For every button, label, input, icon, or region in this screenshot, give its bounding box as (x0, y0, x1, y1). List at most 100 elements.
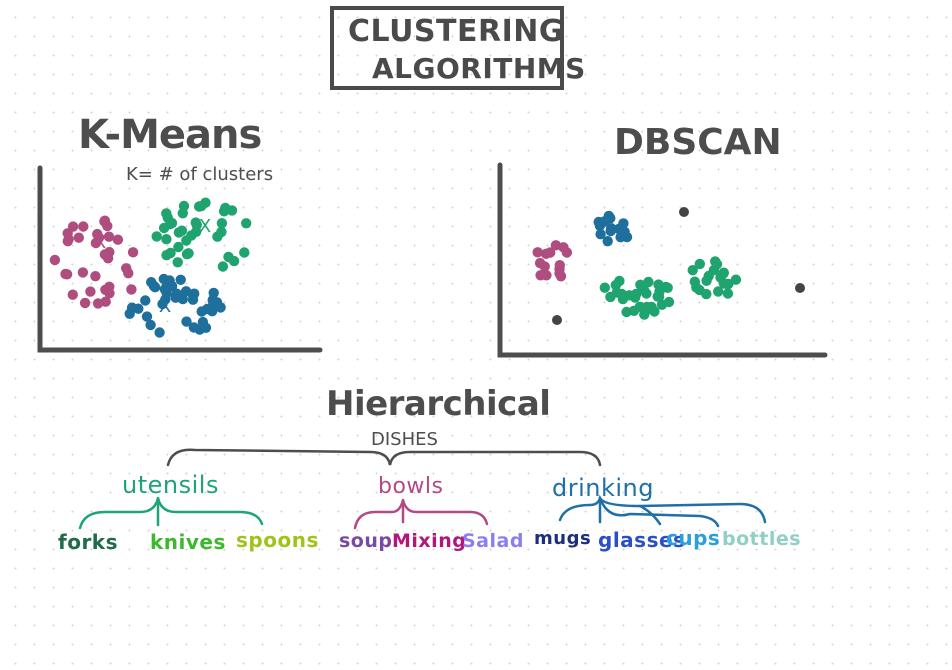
dbscan-noise-point (679, 207, 689, 217)
leaf-forks: forks (58, 530, 119, 554)
root-brace (166, 448, 602, 467)
kmeans-point-blue (200, 322, 212, 333)
dbscan-point-green (610, 279, 621, 291)
dbscan-point-blue (594, 220, 606, 231)
kmeans-point-green (217, 261, 229, 272)
dbscan-point-green (701, 275, 712, 286)
title-line-1: CLUSTERING (348, 14, 564, 49)
drinking-brace (558, 494, 767, 528)
kmeans-point-pink (49, 254, 61, 266)
dbscan-point-green (687, 265, 698, 276)
leaf-glasses: glasses (598, 528, 686, 552)
group-label-drinking: drinking (552, 474, 654, 502)
dbscan-point-pink (561, 247, 573, 258)
kmeans-point-green (186, 230, 197, 241)
dbscan-points (532, 207, 805, 325)
kmeans-point-green (239, 247, 250, 258)
kmeans-point-blue (126, 302, 138, 313)
kmeans-axes (37, 165, 323, 353)
dbscan-point-green (689, 276, 700, 287)
leaf-mixing: Mixing (392, 530, 467, 552)
kmeans-point-blue (187, 294, 199, 305)
k-note: K= # of clusters (126, 164, 274, 185)
kmeans-centroids: X X X (94, 216, 211, 317)
title-box: CLUSTERING ALGORITHMS (330, 6, 585, 90)
kmeans-point-green (241, 218, 252, 229)
kmeans-point-pink (78, 221, 89, 232)
kmeans-point-pink (63, 234, 74, 245)
dbscan-point-pink (540, 248, 552, 259)
dbscan-noise-point (552, 315, 562, 325)
leaf-spoons: spoons (236, 528, 319, 552)
kmeans-point-pink (61, 269, 73, 280)
kmeans-point-pink (103, 231, 115, 242)
kmeans-point-blue (158, 273, 169, 285)
dbscan-point-green (730, 274, 742, 285)
bowls-brace (353, 498, 489, 530)
dbscan-point-green (722, 288, 734, 299)
kmeans-point-green (161, 208, 172, 219)
kmeans-point-green (212, 231, 223, 242)
kmeans-point-green (216, 218, 228, 229)
kmeans-point-pink (79, 297, 91, 309)
kmeans-point-green (151, 231, 162, 242)
kmeans-point-green (164, 219, 176, 230)
dbscan-point-green (654, 286, 665, 297)
dbscan-title: DBSCAN (614, 122, 782, 163)
dbscan-point-green (628, 305, 640, 316)
kmeans-point-pink (73, 232, 85, 243)
kmeans-point-blue (157, 298, 168, 310)
kmeans-point-pink (92, 298, 104, 309)
kmeans-point-green (223, 251, 234, 263)
kmeans-point-green (172, 257, 183, 268)
dbscan-point-green (711, 259, 723, 270)
kmeans-title: K-Means (78, 112, 262, 158)
title-line-2: ALGORITHMS (372, 52, 586, 85)
dbscan-point-green (663, 296, 675, 308)
kmeans-point-pink (127, 247, 139, 258)
kmeans-point-pink (126, 284, 137, 295)
dbscan-point-green (713, 286, 724, 297)
dbscan-point-green (641, 301, 652, 313)
dbscan-point-green (635, 279, 646, 290)
dbscan-point-green (701, 288, 712, 300)
leaf-knives: knives (150, 530, 226, 554)
kmeans-point-green (177, 208, 188, 219)
kmeans-point-blue (188, 322, 200, 333)
kmeans-point-green (196, 200, 207, 212)
leaf-bottles: bottles (722, 528, 802, 550)
kmeans-point-blue (145, 319, 156, 331)
kmeans-point-blue (161, 287, 172, 299)
leaf-mugs: mugs (534, 528, 592, 549)
kmeans-point-pink (112, 234, 124, 245)
hierarchical-title: Hierarchical (326, 384, 551, 424)
kmeans-point-green (183, 248, 194, 259)
dbscan-point-blue (602, 236, 613, 247)
kmeans-point-green (173, 241, 184, 253)
kmeans-point-blue (166, 280, 178, 292)
leaf-soup: soup (339, 530, 393, 552)
dbscan-point-green (641, 288, 652, 299)
kmeans-point-pink (90, 271, 101, 282)
dbscan-point-green (599, 282, 610, 293)
kmeans-point-blue (140, 295, 151, 306)
dbscan-point-green (624, 290, 635, 301)
kmeans-point-blue (154, 327, 165, 338)
dbscan-point-pink (539, 261, 550, 272)
kmeans-points (49, 197, 252, 338)
kmeans-point-pink (77, 267, 89, 278)
dbscan-axes (497, 162, 828, 358)
kmeans-point-green (226, 205, 238, 216)
kmeans-point-pink (99, 215, 111, 226)
kmeans-point-pink (102, 253, 114, 264)
dbscan-point-pink (532, 247, 543, 258)
kmeans-point-pink (100, 284, 111, 295)
dbscan-point-pink (550, 240, 562, 251)
leaf-salad: Salad (462, 530, 524, 552)
kmeans-point-pink (67, 289, 79, 300)
tree-root-label: DISHES (371, 429, 438, 450)
dbscan-point-green (643, 276, 654, 288)
kmeans-point-green (161, 234, 172, 245)
leaf-cups: cups (666, 526, 721, 550)
